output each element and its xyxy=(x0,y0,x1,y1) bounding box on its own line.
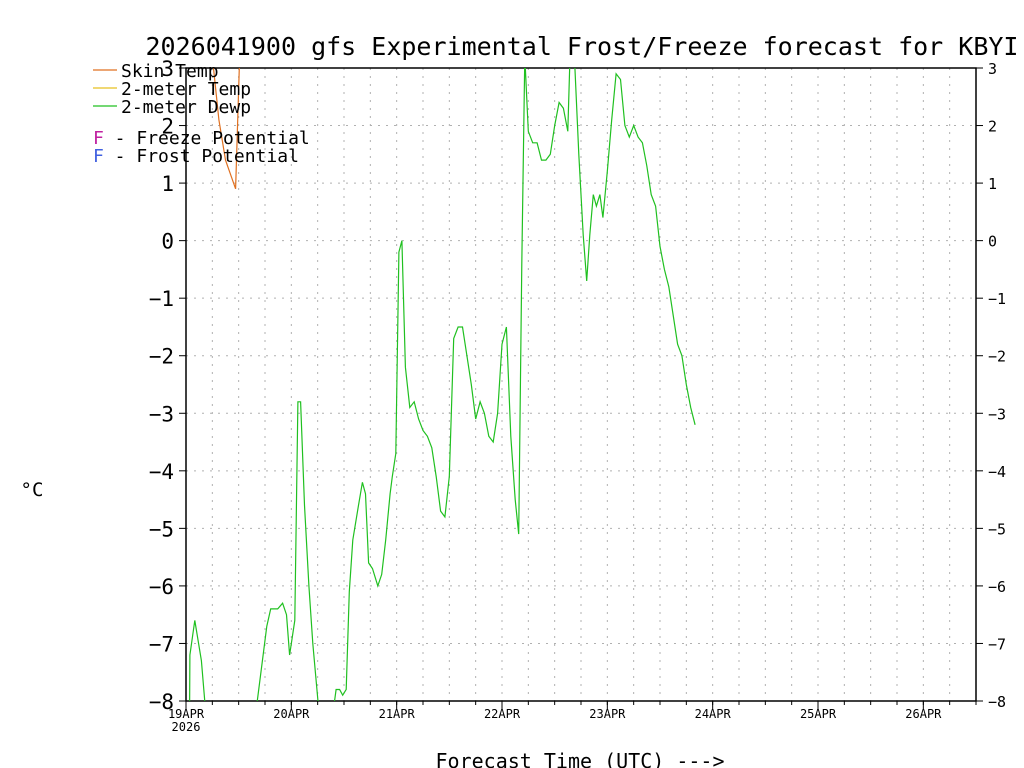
y-tick-label-right: −8 xyxy=(988,693,1006,711)
y-tick-label-left: 3 xyxy=(161,57,174,81)
y-tick-label-right: −3 xyxy=(988,405,1006,423)
series-line-skin-temp xyxy=(212,68,240,189)
y-axis-label: °C xyxy=(21,479,44,501)
data-series xyxy=(189,68,696,701)
y-tick-label-left: −8 xyxy=(149,690,174,714)
y-tick-label-right: 3 xyxy=(988,60,997,78)
legend-marker-item: F - Frost Potential xyxy=(93,146,299,167)
x-tick-label: 21APR xyxy=(379,707,416,721)
legend-label: 2-meter Temp xyxy=(121,79,251,100)
y-tick-label-right: 1 xyxy=(988,175,997,193)
legend-marker-label: - Freeze Potential xyxy=(104,128,310,149)
legend-marker-label: - Frost Potential xyxy=(104,146,299,167)
x-tick-label: 26APR xyxy=(905,707,942,721)
legend-label: 2-meter Dewp xyxy=(121,97,251,118)
legend-marker-symbol: F xyxy=(93,146,104,167)
y-tick-label-left: −5 xyxy=(149,517,174,541)
legend-marker-symbol: F xyxy=(93,128,104,149)
y-tick-label-left: 1 xyxy=(161,172,174,196)
y-tick-label-left: 2 xyxy=(161,115,174,139)
series-line-2-meter-dewp xyxy=(189,68,696,701)
y-tick-label-right: 2 xyxy=(988,118,997,136)
chart-title: 2026041900 gfs Experimental Frost/Freeze… xyxy=(146,32,1019,61)
x-tick-label: 22APR xyxy=(484,707,521,721)
x-tick-label: 25APR xyxy=(800,707,837,721)
y-tick-label-left: −1 xyxy=(149,287,174,311)
y-tick-label-left: −4 xyxy=(149,460,174,484)
y-tick-label-left: −3 xyxy=(149,402,174,426)
y-tick-label-left: −6 xyxy=(149,575,174,599)
y-tick-label-right: −7 xyxy=(988,635,1006,653)
x-axis-label: Forecast Time (UTC) ---> xyxy=(436,749,725,768)
legend-marker-item: F - Freeze Potential xyxy=(93,128,310,149)
y-tick-label-right: 0 xyxy=(988,233,997,251)
y-tick-label-left: 0 xyxy=(161,230,174,254)
x-tick-sublabel: 2026 xyxy=(172,720,201,734)
legend-label: Skin Temp xyxy=(121,61,219,82)
x-tick-label: 24APR xyxy=(695,707,732,721)
x-tick-label: 20APR xyxy=(273,707,310,721)
grid xyxy=(186,68,976,701)
y-tick-label-left: −7 xyxy=(149,632,174,656)
y-tick-label-right: −2 xyxy=(988,348,1006,366)
plot-frame xyxy=(185,67,977,702)
axes xyxy=(179,67,983,709)
x-tick-label: 23APR xyxy=(589,707,626,721)
tick-labels: 3 3 2 2 1 1 0 0 −1 −1 −2 −2 −3 −3 −4 −4 −5 −5 −6 −6 −7 −7 −8 −8… xyxy=(149,57,1006,734)
x-tick-label: 19APR xyxy=(168,707,205,721)
y-tick-label-left: −2 xyxy=(149,345,174,369)
y-tick-label-right: −1 xyxy=(988,290,1006,308)
y-tick-label-right: −6 xyxy=(988,578,1006,596)
y-tick-label-right: −5 xyxy=(988,520,1006,538)
y-tick-label-right: −4 xyxy=(988,463,1006,481)
